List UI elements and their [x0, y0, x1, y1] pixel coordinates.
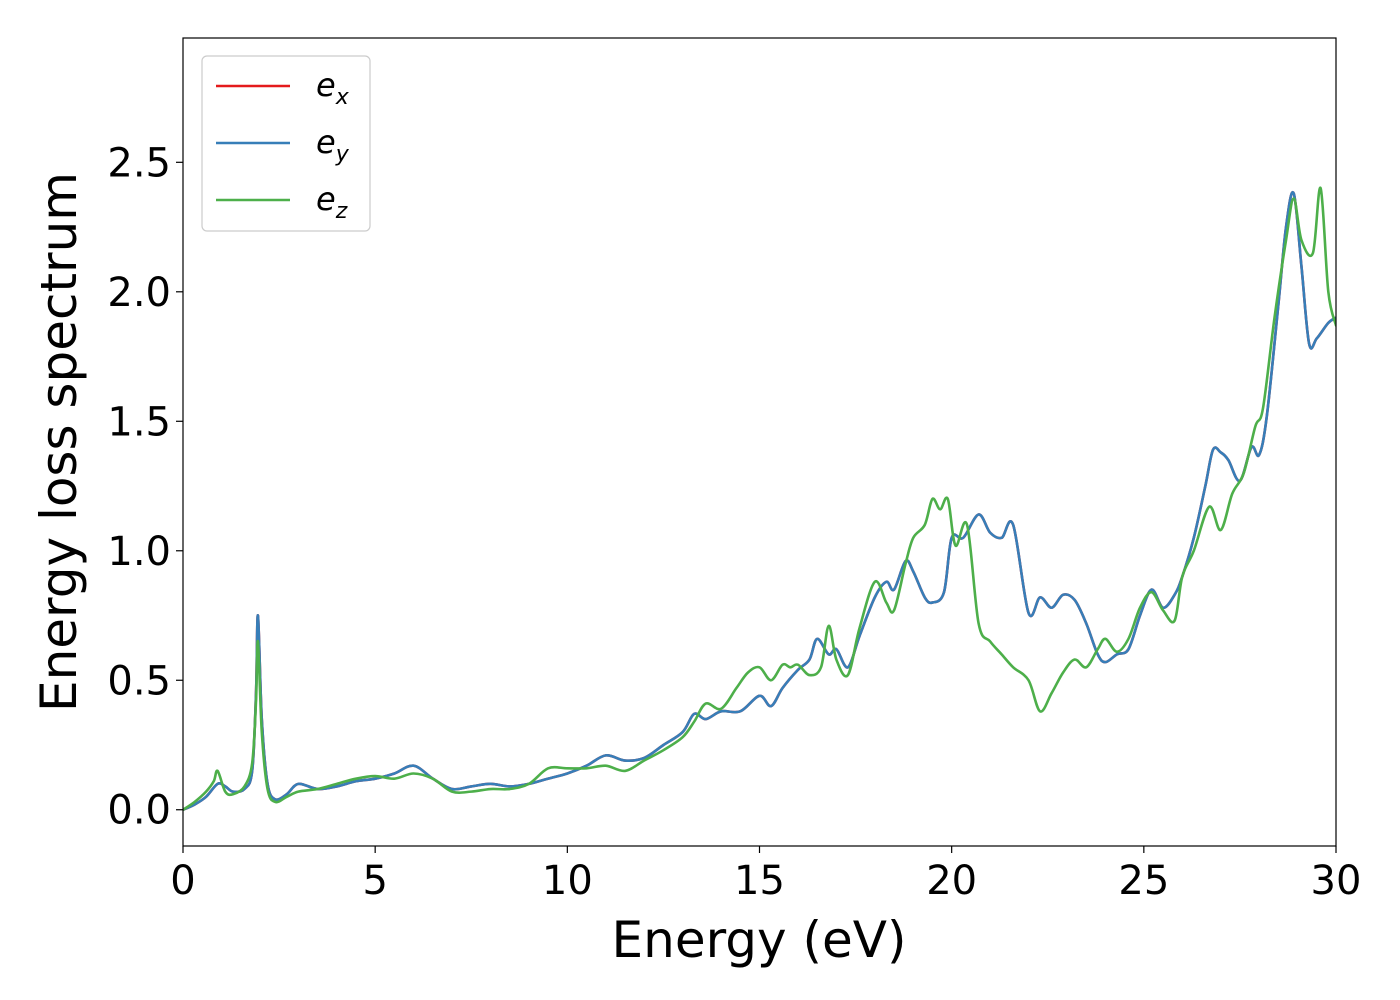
y-tick-label: 0.5 [107, 658, 171, 704]
y-tick-label: 1.5 [107, 399, 171, 445]
legend-label-e-x: ex [316, 66, 350, 110]
y-tick-label: 1.0 [107, 529, 171, 575]
x-tick-label: 15 [734, 858, 785, 904]
series-layer [183, 186, 1336, 812]
legend: ex ey ez [201, 55, 371, 232]
x-tick-label: 10 [542, 858, 593, 904]
legend-label-e-y: ey [316, 123, 350, 167]
y-axis: 0.0 0.5 1.0 1.5 2.0 2.5 [107, 140, 183, 834]
x-axis: 0 5 10 15 20 25 30 [170, 846, 1361, 904]
x-tick-label: 0 [170, 858, 195, 904]
y-axis-label: Energy loss spectrum [30, 172, 88, 712]
legend-label-e-z: ez [316, 180, 348, 224]
y-tick-label: 2.5 [107, 140, 171, 186]
x-axis-label: Energy (eV) [612, 911, 907, 969]
x-tick-label: 5 [362, 858, 387, 904]
y-tick-label: 2.0 [107, 270, 171, 316]
y-tick-label: 0.0 [107, 788, 171, 834]
x-tick-label: 20 [926, 858, 977, 904]
x-tick-label: 30 [1311, 858, 1362, 904]
series-line-e-z [183, 186, 1336, 812]
x-tick-label: 25 [1118, 858, 1169, 904]
